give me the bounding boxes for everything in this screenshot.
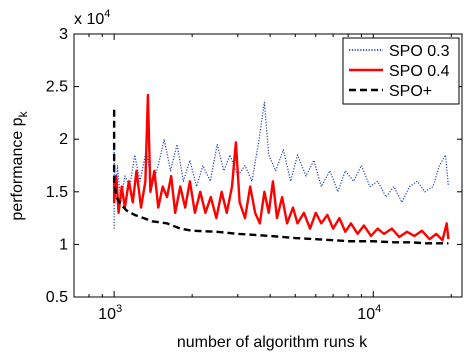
legend-label: SPO 0.3 xyxy=(389,43,450,60)
y-exponent-label: x 104 xyxy=(74,8,110,28)
x-tick-label-power: 4 xyxy=(375,303,381,315)
x-tick-label-base: 10 xyxy=(98,306,116,323)
x-tick-label-base: 10 xyxy=(357,306,375,323)
y-exponent-base: x 10 xyxy=(74,11,104,28)
x-axis-label: number of algorithm runs k xyxy=(177,334,368,351)
y-axis-label-subscript: k xyxy=(16,110,30,117)
legend: SPO 0.3 SPO 0.4 SPO+ xyxy=(342,37,460,105)
x-tick-label: 103 xyxy=(98,303,122,323)
x-tick-label: 104 xyxy=(357,303,381,323)
y-tick-label: 2 xyxy=(59,131,68,148)
y-exponent-power: 4 xyxy=(104,8,110,20)
series-line-spo-0-4 xyxy=(112,93,450,242)
x-tick-label-power: 3 xyxy=(116,303,122,315)
legend-label: SPO 0.4 xyxy=(389,63,450,80)
legend-label: SPO+ xyxy=(389,83,432,100)
y-axis-label-main: performance p xyxy=(9,117,26,220)
series-line-spo-0-3 xyxy=(113,101,450,229)
y-tick-label: 2.5 xyxy=(46,79,68,96)
series-layer xyxy=(112,93,450,245)
y-axis-label: performance pk xyxy=(9,110,30,220)
y-tick-label: 3 xyxy=(59,26,68,43)
svg-text:performance pk: performance pk xyxy=(9,110,30,220)
y-tick-label: 1.5 xyxy=(46,184,68,201)
y-tick-label: 1 xyxy=(59,236,68,253)
y-tick-label: 0.5 xyxy=(46,289,68,306)
